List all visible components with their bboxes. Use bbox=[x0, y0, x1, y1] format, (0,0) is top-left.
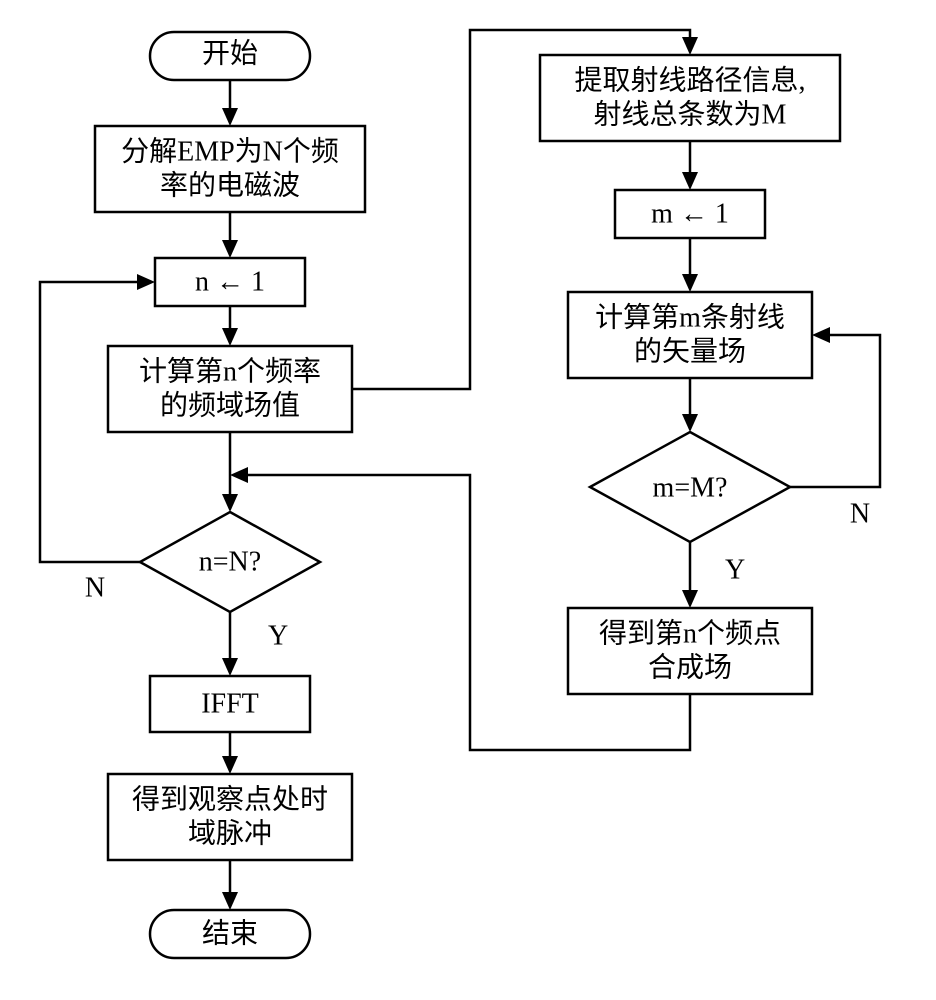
label-calcm-2: 的矢量场 bbox=[634, 335, 746, 367]
label-neqn: n=N? bbox=[199, 546, 261, 577]
edge-label-meq-no: N bbox=[850, 498, 870, 529]
label-ninit: n ← 1 bbox=[195, 266, 265, 297]
label-ifft: IFFT bbox=[201, 688, 259, 719]
arrow-synthn-back bbox=[230, 467, 248, 483]
arrow-meq-no bbox=[812, 327, 830, 343]
label-obs-2: 域脉冲 bbox=[188, 817, 272, 849]
label-end: 结束 bbox=[202, 917, 258, 949]
edge-label-neq-no: N bbox=[85, 572, 105, 603]
label-calcn-2: 的频域场值 bbox=[160, 389, 300, 421]
arrow-calcn-extract bbox=[682, 37, 698, 55]
label-calcn-1: 计算第n个频率 bbox=[139, 355, 321, 387]
label-decomp-1: 分解EMP为N个频 bbox=[121, 135, 339, 167]
arrow-ninit-calcn bbox=[222, 328, 238, 346]
arrow-obs-end bbox=[222, 892, 238, 910]
label-start: 开始 bbox=[202, 37, 258, 69]
arrow-neq-yes bbox=[222, 658, 238, 676]
arrow-start-decomp bbox=[222, 108, 238, 126]
arrow-calcn-neq bbox=[222, 494, 238, 512]
arrow-decomp-ninit bbox=[222, 240, 238, 258]
label-synthn-2: 合成场 bbox=[648, 651, 732, 683]
arrow-minit-calcm bbox=[682, 274, 698, 292]
label-synthn-1: 得到第n个频点 bbox=[599, 617, 781, 649]
label-minit: m ← 1 bbox=[651, 198, 729, 229]
arrow-neq-no bbox=[137, 274, 155, 290]
edge-label-neq-yes: Y bbox=[268, 620, 288, 651]
label-calcm-1: 计算第m条射线 bbox=[595, 301, 785, 333]
label-decomp-2: 率的电磁波 bbox=[160, 169, 300, 201]
arrow-meq-yes bbox=[682, 590, 698, 608]
label-extract-1: 提取射线路径信息, bbox=[574, 64, 805, 96]
arrow-calcm-meq bbox=[682, 414, 698, 432]
label-extract-2: 射线总条数为M bbox=[594, 98, 787, 130]
edge-label-meq-yes: Y bbox=[725, 554, 745, 585]
arrow-extract-minit bbox=[682, 172, 698, 190]
arrow-ifft-obs bbox=[222, 756, 238, 774]
label-obs-1: 得到观察点处时 bbox=[132, 783, 328, 815]
label-meqm: m=M? bbox=[653, 472, 728, 503]
